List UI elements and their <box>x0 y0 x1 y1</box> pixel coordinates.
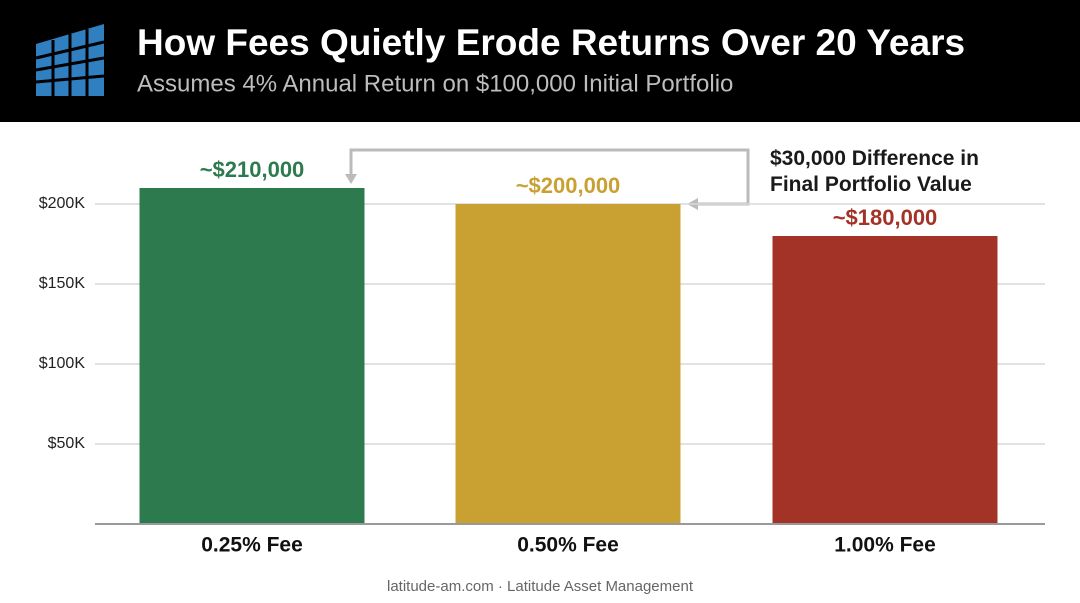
footer: latitude-am.com · Latitude Asset Managem… <box>387 578 694 595</box>
chart-subtitle: Assumes 4% Annual Return on $100,000 Ini… <box>137 70 733 97</box>
logo <box>35 24 105 96</box>
y-tick-label: $150K <box>39 275 86 292</box>
bar <box>455 204 681 524</box>
header-band <box>0 0 1080 122</box>
bar <box>772 236 998 524</box>
arrow-head <box>345 174 357 184</box>
chart-title: How Fees Quietly Erode Returns Over 20 Y… <box>137 22 965 63</box>
value-label: ~$200,000 <box>516 173 621 198</box>
value-label: ~$210,000 <box>200 157 305 182</box>
bar <box>139 188 365 524</box>
annotation: $30,000 Difference in Final Portfolio Va… <box>770 147 979 196</box>
x-tick-label: 1.00% Fee <box>834 534 936 557</box>
y-tick-label: $200K <box>39 195 86 212</box>
x-tick-label: 0.25% Fee <box>201 534 303 557</box>
y-tick-label: $100K <box>39 355 86 372</box>
value-label: ~$180,000 <box>833 205 938 230</box>
x-tick-label: 0.50% Fee <box>517 534 619 557</box>
y-tick-label: $50K <box>48 435 86 452</box>
